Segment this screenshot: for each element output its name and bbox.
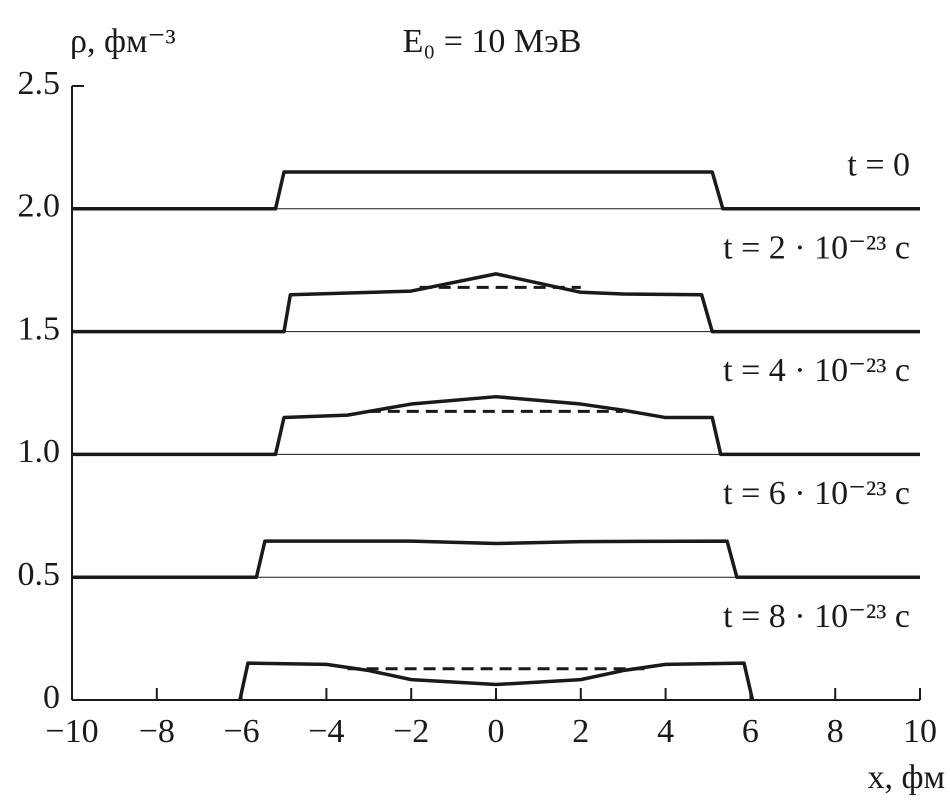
series-label: t = 4 · 10⁻²³ с [723,352,910,389]
x-tick-label: −4 [308,713,344,750]
series-label: t = 8 · 10⁻²³ с [723,598,910,635]
line [72,539,920,579]
x-tick-label: −8 [139,713,175,750]
x-tick-label: 6 [742,713,759,750]
y-tick-label: 2.0 [18,188,61,225]
y-tick-label: 1.5 [18,310,61,347]
series-label: t = 0 [847,147,910,184]
line [72,272,920,334]
x-tick-label: −6 [224,713,260,750]
series-label: t = 2 · 10⁻²³ с [723,229,910,266]
series-label: t = 6 · 10⁻²³ с [723,475,910,512]
x-tick-label: −2 [393,713,429,750]
line [238,661,755,701]
x-axis-label: x, фм [867,759,945,796]
y-tick-label: 0 [43,679,60,716]
x-tick-label: −10 [45,713,98,750]
x-tick-label: 10 [903,713,937,750]
chart-title: E₀ = 10 МэВ [403,23,582,60]
line [72,170,920,211]
y-tick-label: 2.5 [18,65,61,102]
y-tick-label: 0.5 [18,556,61,593]
y-axis-label: ρ, фм⁻³ [70,23,176,60]
x-tick-label: 0 [488,713,505,750]
line [72,394,920,457]
x-tick-label: 8 [827,713,844,750]
x-tick-label: 2 [572,713,589,750]
x-tick-label: 4 [657,713,674,750]
y-tick-label: 1.0 [18,433,61,470]
